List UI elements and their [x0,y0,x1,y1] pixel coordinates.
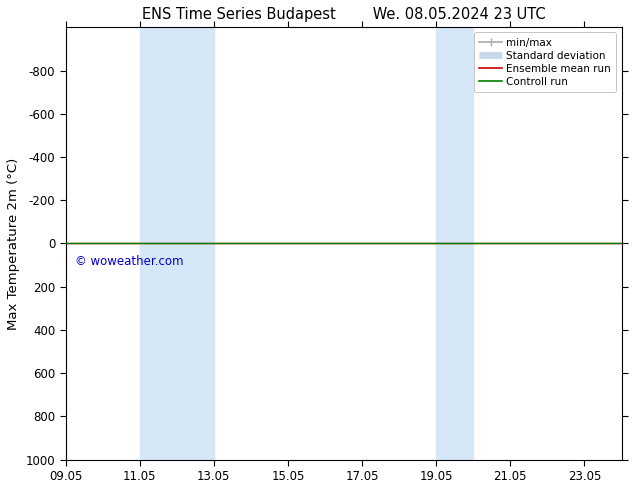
Legend: min/max, Standard deviation, Ensemble mean run, Controll run: min/max, Standard deviation, Ensemble me… [474,32,616,92]
Y-axis label: Max Temperature 2m (°C): Max Temperature 2m (°C) [7,157,20,330]
Bar [436,27,473,460]
Bar [139,27,214,460]
Title: ENS Time Series Budapest        We. 08.05.2024 23 UTC: ENS Time Series Budapest We. 08.05.2024 … [142,7,545,22]
Text: © woweather.com: © woweather.com [75,255,183,269]
